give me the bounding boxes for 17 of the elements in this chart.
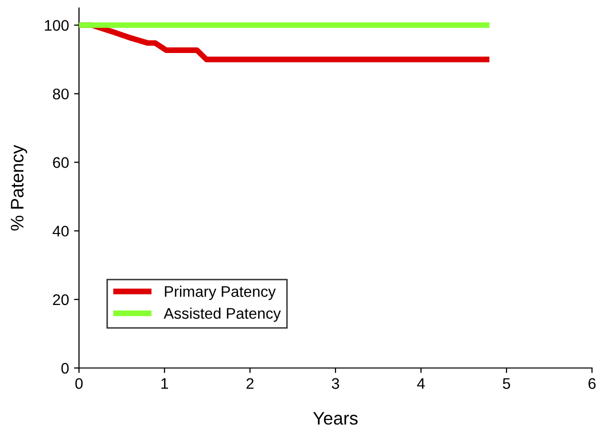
x-tick-label: 3 bbox=[332, 378, 340, 389]
y-tick-label: 20 bbox=[53, 294, 69, 306]
x-tick-label: 4 bbox=[417, 378, 425, 389]
y-tick-label: 60 bbox=[53, 157, 69, 168]
x-tick-label: 6 bbox=[588, 378, 596, 389]
legend-label: Primary Patency bbox=[164, 286, 276, 300]
y-axis-title: % Patency bbox=[10, 144, 28, 231]
x-tick-label: 5 bbox=[502, 378, 510, 389]
y-tick-label: 100 bbox=[44, 20, 69, 31]
x-tick-label: 1 bbox=[161, 378, 168, 389]
x-axis-title: Years bbox=[313, 412, 358, 425]
y-tick-label: 40 bbox=[52, 226, 69, 237]
y-tick-label: 0 bbox=[61, 362, 69, 374]
legend-label: Assisted Patency bbox=[164, 308, 281, 322]
y-tick-label: 80 bbox=[52, 88, 69, 100]
x-tick-label: 0 bbox=[75, 378, 83, 389]
x-tick-label: 2 bbox=[246, 378, 254, 389]
